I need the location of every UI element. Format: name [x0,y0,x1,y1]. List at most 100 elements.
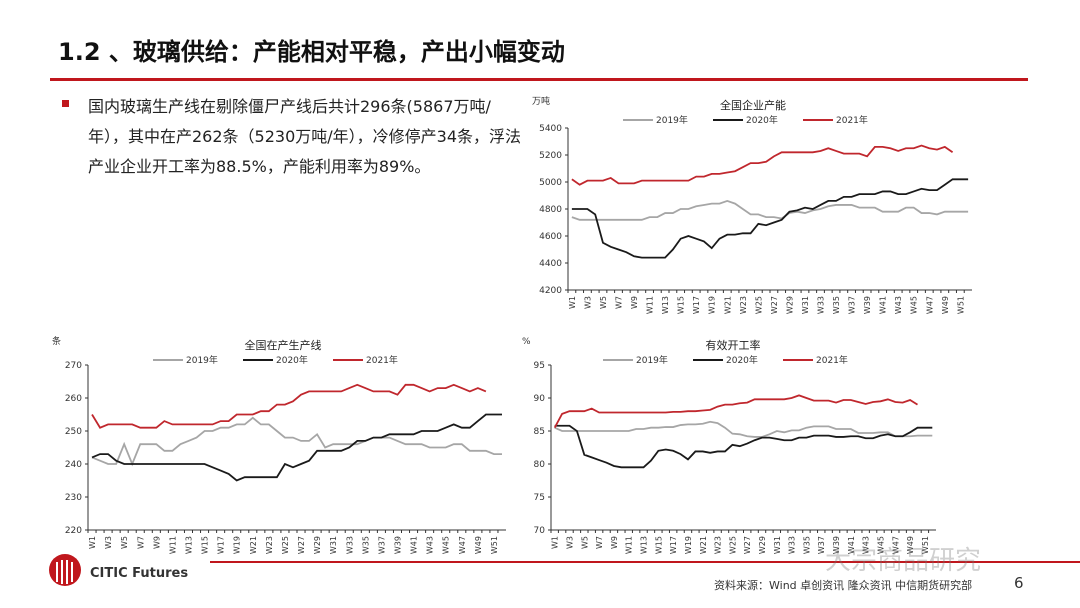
x-tick-label: W49 [474,536,483,554]
y-tick-label: 4400 [539,259,562,269]
legend-label: 2019年 [636,354,668,366]
x-tick-label: W49 [941,296,950,314]
x-tick-label: W19 [684,536,693,554]
x-tick-label: W23 [265,536,274,554]
series-line-2019年 [554,420,933,438]
x-tick-label: W7 [136,536,145,549]
x-tick-label: W11 [168,536,177,554]
y-tick-label: 230 [65,493,82,503]
x-tick-label: W33 [788,536,797,554]
x-tick-label: W15 [654,536,663,554]
title-divider [50,78,1028,81]
x-tick-label: W23 [714,536,723,554]
x-tick-label: W39 [393,536,402,554]
y-tick-label: 250 [65,427,82,437]
x-tick-label: W3 [104,536,113,549]
x-tick-label: W37 [817,536,826,554]
x-tick-label: W13 [640,536,649,554]
legend-label: 2019年 [186,354,218,366]
y-tick-label: 240 [65,460,82,470]
legend-label: 2021年 [366,354,398,366]
x-tick-label: W41 [847,536,856,554]
series-line-2021年 [553,394,918,429]
x-tick-label: W45 [442,536,451,554]
x-tick-label: W15 [677,296,686,314]
x-tick-label: W19 [708,296,717,314]
x-tick-label: W29 [313,536,322,554]
x-tick-label: W51 [921,536,930,554]
legend-label: 2019年 [656,114,688,126]
x-tick-label: W1 [88,536,97,549]
x-tick-label: W11 [625,536,634,554]
x-tick-label: W43 [862,536,871,554]
y-tick-label: 75 [534,493,545,503]
y-tick-label: 220 [65,526,82,536]
x-tick-label: W13 [661,296,670,314]
y-tick-label: 5000 [539,178,562,188]
chart-capacity: 全国企业产能 万吨 2019年 2020年 2021年 4200 4400 4600 4800 5… [532,95,972,314]
y-tick-label: 260 [65,394,82,404]
x-tick-label: W39 [832,536,841,554]
legend-label: 2021年 [816,354,848,366]
x-tick-label: W27 [770,296,779,314]
y-tick-label: 5200 [539,151,562,161]
x-tick-label: W25 [728,536,737,554]
chart-production-lines: 全国在产生产线 条 2019年 2020年 2021年 220 230 240 250 260 27… [52,335,506,554]
x-tick-label: W29 [785,296,794,314]
bullet-marker [62,100,69,107]
y-tick-label: 4800 [539,205,562,215]
x-tick-label: W7 [615,296,624,309]
y-tick-label: 4200 [539,286,562,296]
x-tick-label: W41 [879,296,888,314]
x-tick-label: W23 [739,296,748,314]
page-number: 6 [1014,574,1024,592]
x-tick-label: W27 [743,536,752,554]
x-tick-label: W31 [329,536,338,554]
footer-divider [210,561,1080,563]
x-tick-label: W9 [610,536,619,549]
series-line-2019年 [91,416,502,467]
series-line-2019年 [571,199,969,221]
x-tick-label: W35 [361,536,370,554]
x-tick-label: W43 [894,296,903,314]
x-tick-label: W21 [723,296,732,314]
y-tick-label: 90 [534,394,546,404]
x-tick-label: W35 [802,536,811,554]
y-axis-unit: 万吨 [532,95,550,107]
page-title: 1.2 、玻璃供给：产能相对平稳，产出小幅变动 [58,38,565,66]
x-tick-label: W1 [551,536,560,549]
chart-title: 全国企业产能 [720,98,786,112]
chart-title: 全国在产生产线 [245,338,322,352]
y-tick-label: 80 [534,460,546,470]
x-tick-label: W5 [120,536,129,549]
x-tick-label: W35 [832,296,841,314]
x-tick-label: W21 [699,536,708,554]
y-tick-label: 4600 [539,232,562,242]
x-tick-label: W25 [754,296,763,314]
x-tick-label: W25 [281,536,290,554]
logo-text: CITIC Futures [90,566,189,581]
x-tick-label: W39 [863,296,872,314]
x-tick-label: W3 [583,296,592,309]
x-tick-label: W19 [233,536,242,554]
x-tick-label: W9 [630,296,639,309]
x-tick-label: W3 [566,536,575,549]
series-line-2021年 [571,144,954,186]
source-note: 资料来源：Wind 卓创资讯 隆众资讯 中信期货研究部 [714,579,973,592]
citic-logo-icon [49,554,81,586]
x-tick-label: W41 [410,536,419,554]
x-tick-label: W47 [891,536,900,554]
series-line-2021年 [91,383,487,429]
x-tick-label: W5 [580,536,589,549]
bullet-text: 国内玻璃生产线在剔除僵尸产线后共计296条(5867万吨/年），其中在产262条… [88,97,522,176]
x-tick-label: W21 [249,536,258,554]
legend-label: 2021年 [836,114,868,126]
x-tick-label: W17 [669,536,678,554]
x-tick-label: W47 [458,536,467,554]
y-tick-label: 85 [534,427,545,437]
watermark: 大宗商品研究 [825,546,982,576]
x-tick-label: W27 [297,536,306,554]
x-tick-label: W49 [906,536,915,554]
x-tick-label: W31 [773,536,782,554]
y-tick-label: 5400 [539,124,562,134]
